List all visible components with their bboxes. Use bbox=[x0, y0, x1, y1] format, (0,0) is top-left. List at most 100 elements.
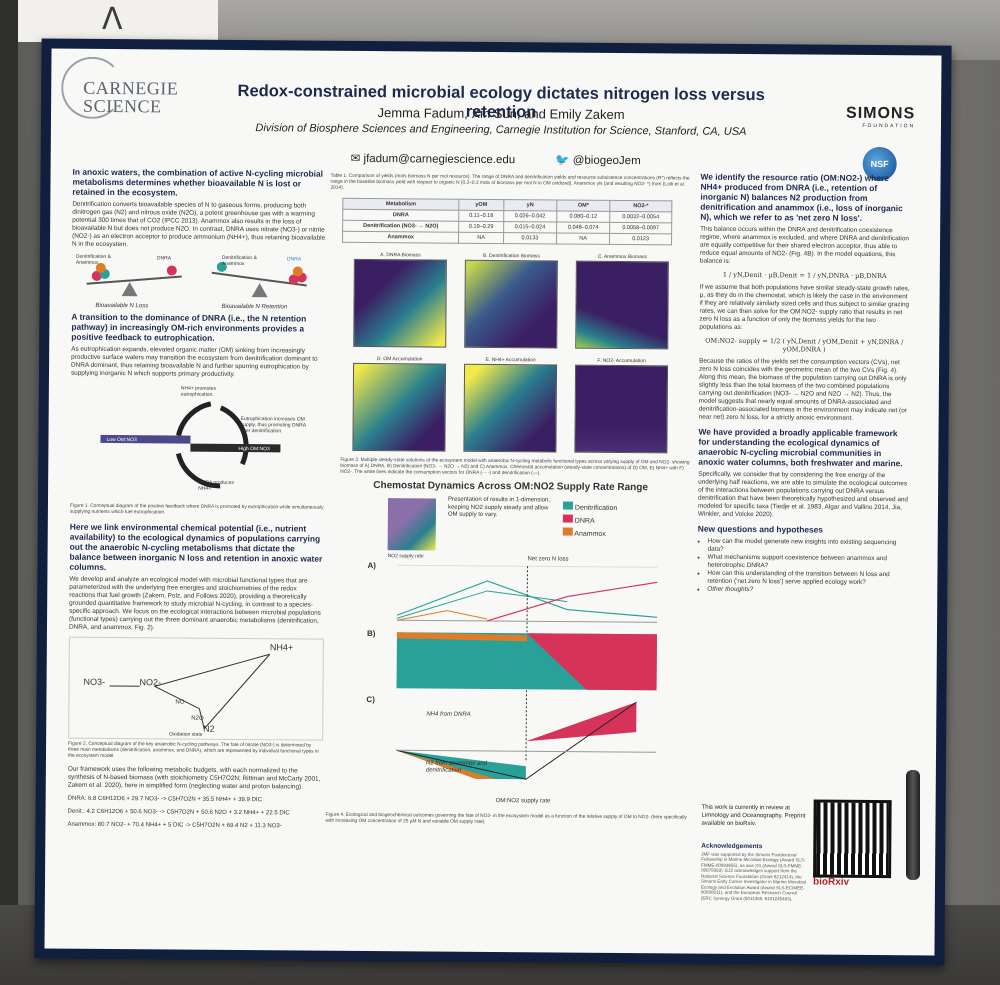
simons-logo-sub: FOUNDATION bbox=[862, 122, 916, 130]
simons-logo: SIMONS FOUNDATION bbox=[846, 105, 915, 130]
figure1-caption: Figure 1. Conceptual diagram of the posi… bbox=[69, 503, 324, 516]
wall-left-edge bbox=[0, 0, 18, 985]
handle-text: @biogeoJem bbox=[572, 154, 641, 168]
heatmap-panel-f: F. NO2- Accumulation bbox=[568, 357, 674, 458]
figure3-caption: Figure 3. Multiple steady-state solution… bbox=[340, 457, 690, 477]
pathway-no3: NO3- bbox=[83, 676, 106, 687]
list-item: How can this understanding of the transi… bbox=[707, 570, 907, 588]
net-zero-label: Net zero N loss bbox=[527, 556, 569, 563]
simons-logo-text: SIMONS bbox=[845, 104, 916, 123]
table-cell: 0.19–0.29 bbox=[458, 221, 504, 233]
bird-icon: 🐦 bbox=[555, 154, 570, 167]
section-heading-questions: New questions and hypotheses bbox=[697, 523, 824, 535]
legend: Denitrification DNRA Anammox bbox=[562, 501, 618, 541]
table-cell: 0.11–0.18 bbox=[458, 210, 504, 222]
poster-affiliation: Division of Biosphere Sciences and Engin… bbox=[255, 122, 747, 138]
table-row: Anammox NA 0.0133 NA 0.0123 bbox=[342, 231, 672, 245]
table1-caption: Table 1. Comparison of yields (mols biom… bbox=[330, 173, 690, 191]
table-header-cell: Metabolism bbox=[342, 198, 460, 211]
cycle-label-top: NH4+ promotes eutrophication. bbox=[180, 385, 217, 398]
pathway-nh4: NH4+ bbox=[269, 642, 294, 653]
acknowledgements: Acknowledgements JMF was supported by th… bbox=[700, 842, 809, 902]
list-item: What mechanisms support coexistence betw… bbox=[707, 554, 907, 572]
heatmap-panel-d: D. OM Accumulation bbox=[346, 355, 452, 456]
acknowledgements-text: JMF was supported by the Simons Postdoct… bbox=[700, 851, 807, 901]
n2-label: N2 from anammox and denitrification bbox=[425, 760, 487, 774]
chemostat-axis-label: NO2 supply rate bbox=[387, 553, 424, 560]
legend-anammox: Anammox bbox=[562, 527, 617, 541]
x-axis-label: OM:NO2 supply rate bbox=[495, 798, 551, 805]
section-heading-dnra: A transition to the dominance of DNRA (i… bbox=[71, 311, 307, 343]
table-cell: 0.0032–0.0054 bbox=[609, 211, 672, 223]
cycle-label-right: Eutrophication increases OM supply, thus… bbox=[240, 416, 306, 435]
qr-code[interactable] bbox=[813, 799, 892, 879]
table-header-cell: NO2-* bbox=[609, 200, 672, 212]
equation-balance: 1 / yN,Denit · µB,Denit = 1 / yN,DNRA · … bbox=[722, 270, 887, 281]
legend-label: Denitrification bbox=[574, 504, 618, 512]
list-item: Other thoughts? bbox=[707, 586, 907, 596]
pathways-figure: NO3- NO2- NO N2O N2 NH4+ Oxidation state bbox=[68, 636, 324, 741]
equation-dnra: DNRA: 6.8 C6H12O6 + 29.7 NO3- -> C5H7O2N… bbox=[67, 795, 262, 804]
seesaw-label-left-b: DNRA bbox=[156, 255, 172, 262]
list-item: How can the model generate new insights … bbox=[708, 538, 908, 556]
paragraph-cv: Because the ratios of the yields set the… bbox=[698, 357, 907, 422]
chemostat-mini-heatmap bbox=[387, 498, 437, 551]
plot-a-label: A) bbox=[367, 561, 376, 571]
paragraph-free-energy: Specifically, we consider that by consid… bbox=[697, 470, 909, 519]
seesaw-caption-retention: Bioavailable N Retention bbox=[221, 303, 288, 311]
seesaw-caption-loss: Bioavailable N Loss bbox=[95, 302, 149, 310]
section-heading-framework: We have provided a broadly applicable fr… bbox=[698, 426, 903, 469]
adjacent-poster-corner: Λ bbox=[18, 0, 218, 42]
table-cell: 0.048–0.074 bbox=[556, 221, 610, 234]
plot-c-label: C) bbox=[366, 695, 375, 705]
legend-label: Anammox bbox=[574, 530, 606, 538]
legend-dnra: DNRA bbox=[562, 514, 617, 528]
heatmap-f bbox=[574, 364, 669, 454]
heatmap-panel-a: A. DNRA Biomass bbox=[347, 251, 453, 352]
legend-label: DNRA bbox=[574, 517, 595, 525]
table-cell: DNRA bbox=[342, 209, 460, 222]
pathway-no: NO bbox=[175, 699, 185, 706]
social-contact: 🐦 @biogeoJem bbox=[555, 152, 641, 167]
seesaw-figure: Denitrification & Anammox DNRA Denitrifi… bbox=[71, 254, 326, 314]
pathway-n2o: N2O bbox=[191, 715, 204, 722]
equation-anammox: Anammox: 80.7 NO2- + 70.4 NH4+ + 5 DIC -… bbox=[67, 821, 282, 830]
chemostat-note: Presentation of results in 1-dimension, … bbox=[447, 496, 551, 519]
section-heading-link: Here we link environmental chemical pote… bbox=[69, 521, 323, 572]
plot-b-label: B) bbox=[366, 629, 376, 639]
table-cell: Anammox bbox=[342, 231, 459, 244]
cycle-label-high: High OM:NO3 bbox=[238, 445, 270, 453]
legend-swatch bbox=[562, 501, 574, 510]
seesaw-label-right-b: DNRA bbox=[286, 256, 302, 263]
legend-swatch bbox=[562, 527, 573, 536]
nsf-text: NSF bbox=[870, 158, 889, 170]
poster-body: CARNEGIE SCIENCE Redox-constrained microb… bbox=[44, 48, 942, 956]
marker-pen bbox=[906, 770, 920, 880]
column-middle: Table 1. Comparison of yields (mols biom… bbox=[325, 171, 695, 834]
feedback-cycle-graphic bbox=[100, 401, 281, 489]
table-cell: NA bbox=[458, 232, 504, 244]
email-text: jfadum@carnegiescience.edu bbox=[363, 152, 516, 167]
column-right: We identify the resource ratio (OM:NO2-)… bbox=[697, 172, 910, 596]
pathway-axis: Oxidation state bbox=[169, 731, 203, 738]
paragraph-eutrophication: As eutrophication expands, elevated orga… bbox=[70, 345, 318, 378]
paragraph-model: We develop and analyze an ecological mod… bbox=[68, 575, 321, 632]
table-cell: 0.0058–0.0097 bbox=[609, 222, 672, 234]
seesaw-label-right-a: Denitrification & Anammox bbox=[221, 254, 257, 268]
cycle-label-bottom: DNRA produces NH4+. bbox=[198, 479, 235, 492]
table-header-cell: yN bbox=[503, 199, 557, 211]
acknowledgements-title: Acknowledgements bbox=[701, 842, 763, 851]
table-cell: 0.015–0.024 bbox=[503, 221, 557, 233]
heatmap-panel-e: E. NH4+ Accumulation bbox=[457, 356, 563, 457]
equation-supply: OM:NO2- supply = 1/2 ( yN,Denit / yOM,De… bbox=[705, 336, 904, 354]
chemostat-plots: A) B) C) Net zero N loss NH4 from DNRA N… bbox=[326, 556, 693, 813]
chemostat-graphic bbox=[395, 564, 658, 780]
seesaw-graphic bbox=[86, 261, 307, 298]
paragraph-balance: This balance occurs within the DNRA and … bbox=[699, 225, 909, 265]
table-cell: 0.026–0.042 bbox=[503, 210, 557, 222]
research-poster: CARNEGIE SCIENCE Redox-constrained microb… bbox=[34, 38, 952, 966]
heatmap-panels: A. DNRA Biomass B. Denitrification Bioma… bbox=[346, 251, 695, 458]
legend-swatch bbox=[562, 514, 573, 523]
table-cell: 0.0133 bbox=[503, 232, 557, 244]
yield-table: Metabolism yOM yN OM* NO2-* DNRA 0.11–0.… bbox=[342, 198, 672, 246]
